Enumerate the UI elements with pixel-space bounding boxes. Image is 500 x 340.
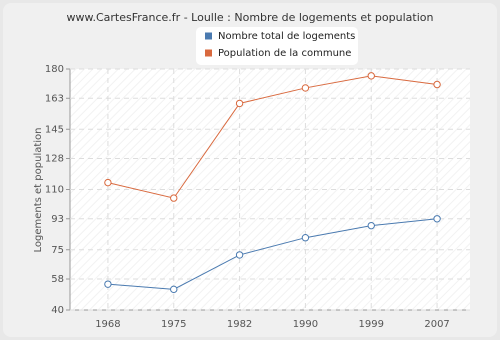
y-tick-label: 180: [45, 64, 64, 75]
y-tick-label: 75: [51, 245, 64, 256]
x-tick-label: 2007: [424, 319, 449, 330]
y-tick-label: 163: [45, 93, 64, 104]
legend-label: Nombre total de logements: [218, 31, 355, 42]
data-point: [301, 234, 310, 242]
x-tick-label: 1975: [161, 319, 186, 330]
y-tick-label: 40: [51, 305, 64, 316]
data-point: [235, 251, 244, 259]
x-tick-label: 1968: [95, 319, 120, 330]
x-tick-label: 1990: [293, 319, 318, 330]
data-point: [170, 285, 178, 294]
legend-swatch: [205, 32, 212, 40]
y-tick-label: 93: [51, 214, 64, 225]
x-tick-label: 1982: [227, 319, 252, 330]
legend-swatch: [205, 49, 212, 57]
data-point: [104, 178, 112, 187]
data-point: [433, 80, 441, 89]
data-point: [367, 72, 375, 80]
legend-label: Population de la commune: [218, 48, 351, 59]
data-point: [104, 280, 112, 288]
chart-title: www.CartesFrance.fr - Loulle : Nombre de…: [67, 11, 434, 24]
data-point: [170, 194, 178, 202]
data-point: [301, 84, 310, 92]
data-point: [235, 99, 244, 108]
x-tick-label: 1999: [359, 319, 384, 330]
series-line: [107, 218, 438, 290]
data-point: [367, 221, 375, 230]
series-line: [107, 75, 438, 199]
data-point: [433, 215, 441, 223]
y-axis-label: Logements et population: [33, 127, 44, 252]
y-tick-label: 58: [51, 274, 64, 285]
y-tick-label: 110: [45, 185, 64, 196]
legend: [196, 27, 358, 65]
y-tick-label: 145: [45, 124, 64, 135]
y-tick-label: 128: [45, 154, 64, 165]
